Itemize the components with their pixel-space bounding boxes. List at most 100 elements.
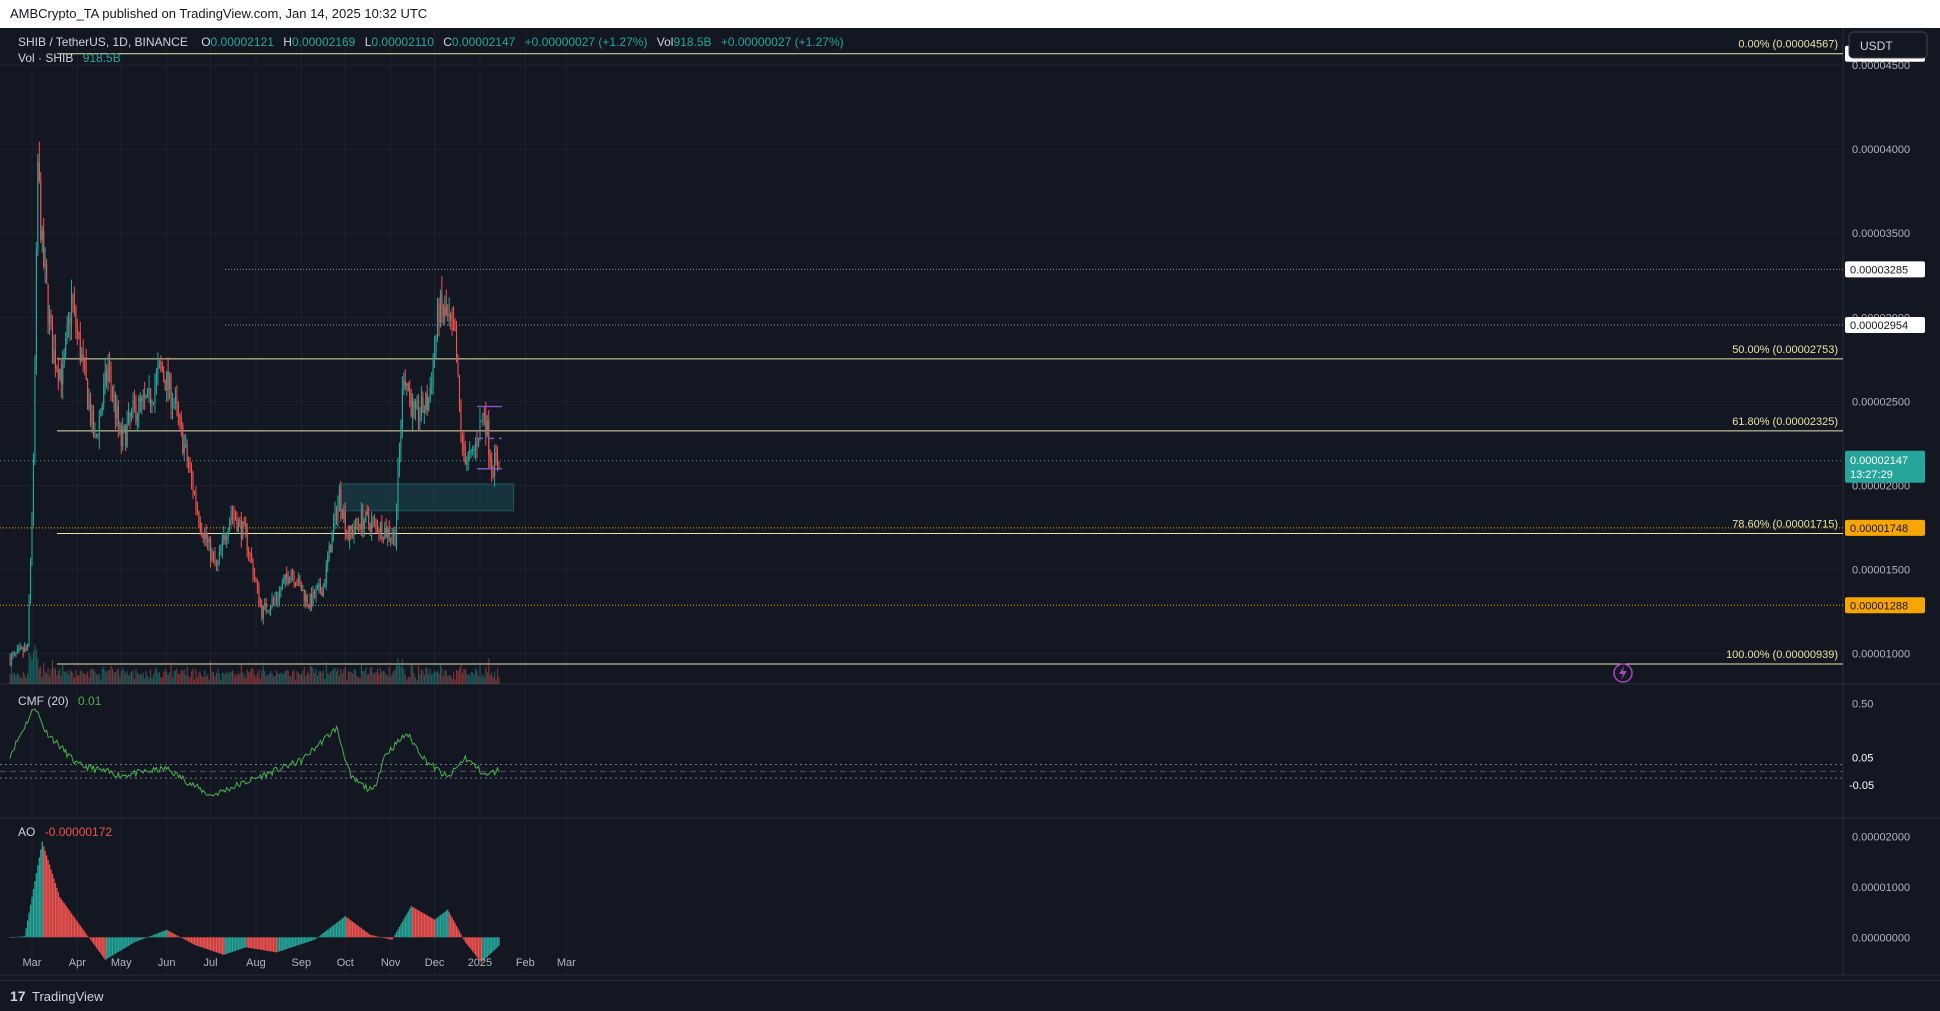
ao-bar <box>101 937 103 956</box>
ao-legend[interactable]: AO -0.00000172 <box>18 825 112 839</box>
volume-bar <box>480 676 483 684</box>
volume-row-label[interactable]: Vol · SHIB <box>18 51 73 65</box>
ao-bar <box>29 904 32 938</box>
candle <box>280 589 282 592</box>
candle <box>249 553 251 555</box>
volume-bar <box>268 673 270 684</box>
volume-bar <box>311 666 313 684</box>
ao-title[interactable]: AO <box>18 825 35 839</box>
candle <box>12 654 14 656</box>
time-axis[interactable]: Mar Apr May Jun Jul Aug Sep Oct Nov Dec 2025 Feb Mar <box>22 957 576 969</box>
candle <box>438 305 440 324</box>
ao-bar <box>472 937 474 952</box>
volume-bar <box>19 677 21 684</box>
ao-bar <box>221 937 223 955</box>
symbol-title[interactable]: SHIB / TetherUS, 1D, BINANCE <box>18 35 188 49</box>
currency-label[interactable]: USDT <box>1860 39 1893 53</box>
volume-bar <box>226 671 228 684</box>
candle <box>53 350 55 364</box>
volume-bar <box>390 676 392 684</box>
ao-bar <box>363 930 365 938</box>
volume-bar <box>186 666 188 684</box>
candle <box>91 410 93 424</box>
volume-bar <box>483 677 485 684</box>
candle <box>300 583 302 592</box>
volume-bar <box>150 669 152 684</box>
volume-bar <box>397 658 399 684</box>
price-tag <box>1845 597 1925 614</box>
candle <box>311 594 313 606</box>
candle <box>397 468 399 512</box>
price-axis[interactable]: 0.00001000 0.00001500 0.00002000 0.00002500… <box>1852 60 1910 661</box>
candle <box>78 332 80 335</box>
ao-bar <box>227 937 229 954</box>
ao-bar <box>10 937 13 938</box>
candle <box>239 519 241 521</box>
volume-bar <box>447 676 449 684</box>
volume-bar <box>299 674 301 684</box>
ao-bar <box>89 937 92 940</box>
volume-bar <box>239 673 241 684</box>
high-value: 0.00002169 <box>292 35 356 49</box>
volume-bar <box>322 670 324 684</box>
ao-bar <box>209 937 212 951</box>
ao-bar <box>47 860 49 938</box>
footer: 17 TradingView <box>0 980 1940 1011</box>
ao-bar <box>188 937 190 942</box>
volume-bar <box>22 672 24 684</box>
volume-bar <box>318 670 320 684</box>
volume-bar <box>425 667 427 684</box>
ao-bar <box>50 869 52 938</box>
brand-name[interactable]: TradingView <box>32 989 104 1004</box>
candle <box>10 655 13 665</box>
ao-bar <box>53 878 55 938</box>
candle <box>464 453 466 464</box>
volume-bar <box>281 674 283 684</box>
candle <box>395 511 398 546</box>
volume-bar <box>166 671 168 684</box>
ao-bar <box>25 928 27 938</box>
candle <box>333 523 335 533</box>
candle <box>13 652 15 655</box>
tradingview-logo[interactable]: 17 TradingView <box>10 981 210 1011</box>
candle <box>268 610 270 612</box>
candle <box>128 412 130 424</box>
candle <box>214 556 216 564</box>
lightning-icon[interactable] <box>1613 663 1633 683</box>
volume-bar <box>204 670 206 684</box>
ao-bar <box>299 937 301 945</box>
candle <box>475 440 477 449</box>
candle <box>100 412 102 417</box>
volume-bar <box>404 674 406 684</box>
price-tag-label: 0.00001288 <box>1850 600 1908 612</box>
candle <box>469 451 471 453</box>
cmf-legend[interactable]: CMF (20) 0.01 <box>18 694 102 708</box>
candle <box>259 603 261 605</box>
candle <box>147 388 149 397</box>
symbol-legend[interactable]: SHIB / TetherUS, 1D, BINANCE O0.00002121… <box>18 35 844 65</box>
currency-button[interactable]: USDT <box>1848 31 1928 59</box>
ao-bar <box>366 932 368 938</box>
last-price-label: 0.00002147 <box>1850 455 1908 467</box>
ao-bar <box>264 937 266 951</box>
ao-bar <box>141 937 143 940</box>
candle <box>477 440 480 446</box>
ao-bar <box>272 937 275 952</box>
volume-bar <box>453 671 455 684</box>
candle <box>51 323 54 364</box>
volume-bar <box>158 672 160 684</box>
volume-bar <box>27 673 29 684</box>
candle <box>131 410 133 418</box>
candle <box>218 551 220 561</box>
ao-bar <box>151 935 153 938</box>
ao-bar <box>417 910 420 938</box>
candle <box>495 452 497 457</box>
candle <box>242 521 244 539</box>
volume-bar <box>122 667 124 684</box>
volume-bar <box>381 671 383 684</box>
ao-bar <box>328 928 330 938</box>
ao-bar <box>208 937 210 950</box>
price-tick-label: 0.00001500 <box>1852 565 1910 577</box>
cmf-title[interactable]: CMF (20) <box>18 694 69 708</box>
